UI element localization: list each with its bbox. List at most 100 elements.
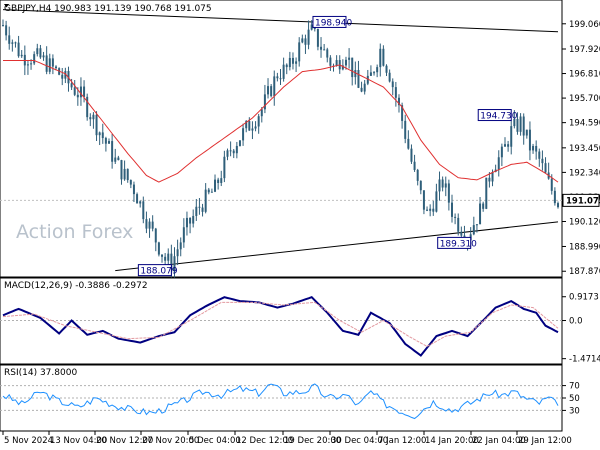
candle-body — [279, 78, 282, 80]
candle-body — [397, 97, 400, 106]
candle-body — [45, 55, 48, 72]
time-tick-label: 22 Jan 04:00 — [472, 436, 526, 446]
candle-body — [111, 141, 114, 162]
candle-body — [544, 163, 547, 173]
time-tick-label: 12 Dec 12:00 — [236, 436, 293, 446]
candle-body — [304, 38, 307, 45]
candle-body — [429, 208, 432, 211]
candle-body — [192, 215, 195, 224]
candle-body — [229, 150, 232, 152]
candle-body — [86, 96, 89, 118]
macd-axis: 0.9173 0.0 -1.4714 — [562, 293, 600, 365]
candle-body — [310, 24, 313, 30]
time-tick-label: 13 Nov 04:00 — [50, 436, 107, 446]
candle-body — [438, 179, 441, 192]
candle-body — [114, 157, 117, 162]
candle-body — [519, 116, 522, 132]
candle-body — [394, 87, 397, 98]
price-tick-label: 187.870 — [569, 267, 600, 277]
candle-body — [33, 54, 36, 64]
symbol-dropdown-icon — [4, 4, 9, 8]
moving-average-line — [3, 60, 559, 183]
price-tick-label: 190.120 — [569, 217, 600, 227]
candle-body — [404, 120, 407, 139]
candle-body — [26, 64, 29, 66]
candle-body — [170, 253, 173, 272]
candle-body — [8, 35, 11, 44]
candle-body — [226, 150, 229, 157]
price-tick-label: 196.810 — [569, 70, 600, 80]
candle-body — [525, 129, 528, 136]
candle-body — [254, 126, 257, 129]
trendlines — [2, 9, 559, 272]
candle-body — [148, 221, 151, 229]
candle-body — [510, 126, 513, 147]
candle-body — [104, 138, 107, 144]
price-panel: Action Forex 198.940 188.079 189.310 194.73… — [0, 0, 600, 279]
candle-body — [14, 42, 17, 44]
rsi-axis: 70 50 30 — [562, 382, 580, 416]
candle-body — [435, 191, 438, 212]
price-axis: 199.060 197.920 196.810 195.700 194.590 193.4… — [562, 20, 600, 277]
last-price-marker: 191.075 — [562, 193, 600, 207]
time-tick-label: 5 Dec 04:00 — [189, 436, 241, 446]
candle-body — [139, 201, 142, 204]
candle-body — [410, 148, 413, 162]
candle-body — [270, 86, 273, 97]
candle-body — [164, 256, 167, 261]
candle-body — [251, 128, 254, 131]
candle-body — [210, 191, 213, 193]
trendline — [2, 9, 559, 33]
candle-body — [301, 38, 304, 43]
candle-body — [235, 145, 238, 154]
candle-body — [422, 190, 425, 210]
macd-signal-line — [2, 301, 559, 347]
time-tick-label: 19 Dec 20:00 — [284, 436, 341, 446]
candle-body — [126, 168, 129, 181]
candle-body — [307, 29, 310, 45]
macd-line — [2, 296, 559, 357]
rsi-header: RSI(14) 37.8000 — [4, 368, 77, 378]
annotation-box — [137, 264, 172, 277]
annotation-box — [312, 15, 347, 28]
candle-body — [73, 87, 76, 95]
candle-body — [108, 141, 111, 144]
candle-body — [516, 118, 519, 132]
candle-body — [507, 144, 510, 147]
price-tick-label: 188.990 — [569, 242, 600, 252]
price-annotations: 198.940 188.079 189.310 194.730 — [137, 15, 518, 277]
candle-body — [217, 179, 220, 184]
candle-body — [95, 114, 98, 136]
candle-body — [298, 42, 301, 62]
candle-body — [323, 49, 326, 51]
candle-body — [223, 156, 226, 179]
candle-body — [454, 216, 457, 218]
rsi-panel: RSI(14) 37.8000 70 50 30 — [0, 364, 580, 432]
time-tick-label: 29 Jan 12:00 — [518, 436, 572, 446]
time-tick-label: 7 Jan 12:00 — [378, 436, 426, 446]
candle-body — [101, 132, 104, 139]
candle-body — [503, 144, 506, 147]
candle-body — [232, 150, 235, 154]
price-tick-label: 193.450 — [569, 144, 600, 154]
candle-body — [432, 208, 435, 212]
candle-body — [447, 183, 450, 203]
candle-body — [42, 55, 45, 58]
candle-body — [207, 189, 210, 193]
candle-body — [369, 72, 372, 76]
candle-body — [238, 140, 241, 146]
candle-body — [136, 194, 139, 204]
candle-body — [357, 69, 360, 88]
candle-body — [550, 178, 553, 191]
candle-body — [36, 48, 39, 55]
candle-body — [457, 217, 460, 232]
candle-body — [123, 168, 126, 180]
candle-body — [401, 105, 404, 121]
candle-body — [30, 63, 33, 65]
macd-panel: MACD(12,26,9) -0.3886 -0.2972 0.9173 0.0 -… — [0, 277, 600, 365]
candle-body — [385, 65, 388, 73]
time-tick-label: 5 Nov 2024 — [4, 436, 53, 446]
candle-body — [450, 202, 453, 217]
